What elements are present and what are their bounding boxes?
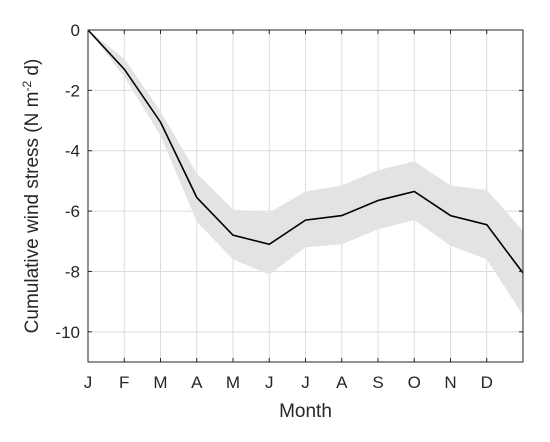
y-tick-labels: 0 -2 -4 -6 -8 -10	[55, 21, 80, 342]
x-tick-label: D	[481, 373, 493, 392]
x-tick-label: J	[265, 373, 274, 392]
x-tick-label: J	[84, 373, 93, 392]
x-tick-label: F	[119, 373, 129, 392]
y-tick-label: -6	[65, 202, 80, 221]
x-tick-label: M	[153, 373, 167, 392]
x-tick-label: A	[336, 373, 348, 392]
x-axis-label: Month	[279, 401, 332, 422]
y-axis-label-main: Cumulative wind stress (N m	[22, 92, 43, 334]
x-tick-label: N	[444, 373, 456, 392]
x-tick-label: M	[226, 373, 240, 392]
y-tick-label: -4	[65, 142, 80, 161]
y-axis-label-end: d)	[22, 59, 43, 81]
y-axis-label-superscript: -2	[20, 81, 34, 92]
y-tick-label: -2	[65, 81, 80, 100]
y-tick-label: -8	[65, 262, 80, 281]
series-line	[87, 29, 524, 274]
x-tick-label: J	[301, 373, 310, 392]
x-tick-label: O	[408, 373, 421, 392]
y-tick-label: 0	[71, 21, 80, 40]
y-tick-label: -10	[55, 323, 80, 342]
y-axis-label: Cumulative wind stress (N m-2 d)	[20, 59, 43, 334]
x-tick-label: A	[191, 373, 203, 392]
axis-ticks	[87, 29, 523, 362]
x-tick-label: S	[372, 373, 383, 392]
